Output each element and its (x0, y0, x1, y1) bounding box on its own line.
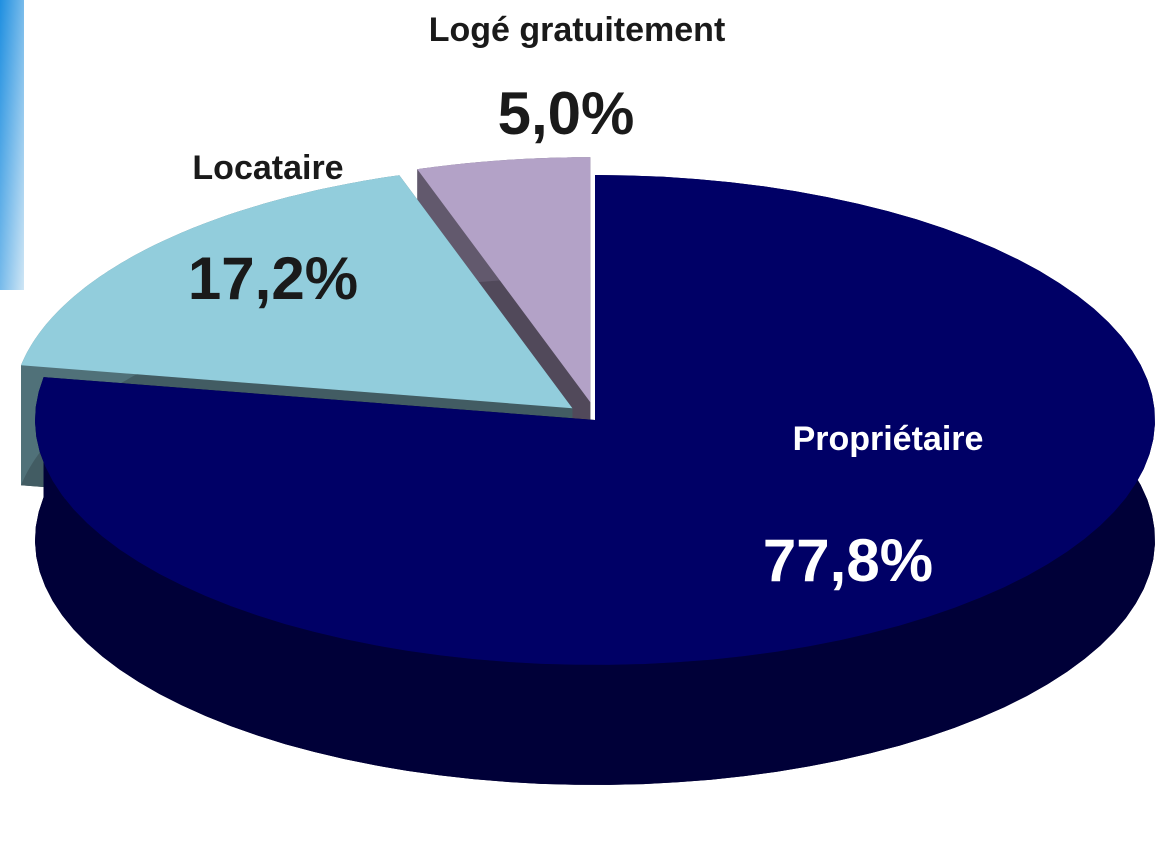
value-label: 5,0% (498, 80, 635, 147)
slice (35, 175, 1155, 665)
slice (417, 157, 591, 403)
category-label: Logé gratuitement (429, 11, 726, 49)
category-label: Locataire (192, 149, 343, 187)
photo-fragment (0, 0, 24, 290)
value-label: 17,2% (188, 245, 358, 312)
value-label: 77,8% (763, 527, 933, 594)
category-label: Propriétaire (793, 420, 984, 458)
pie (21, 157, 1155, 785)
labels: Propriétaire 77,8% Locataire 17,2% Logé grat… (188, 11, 984, 594)
slice (21, 175, 573, 409)
